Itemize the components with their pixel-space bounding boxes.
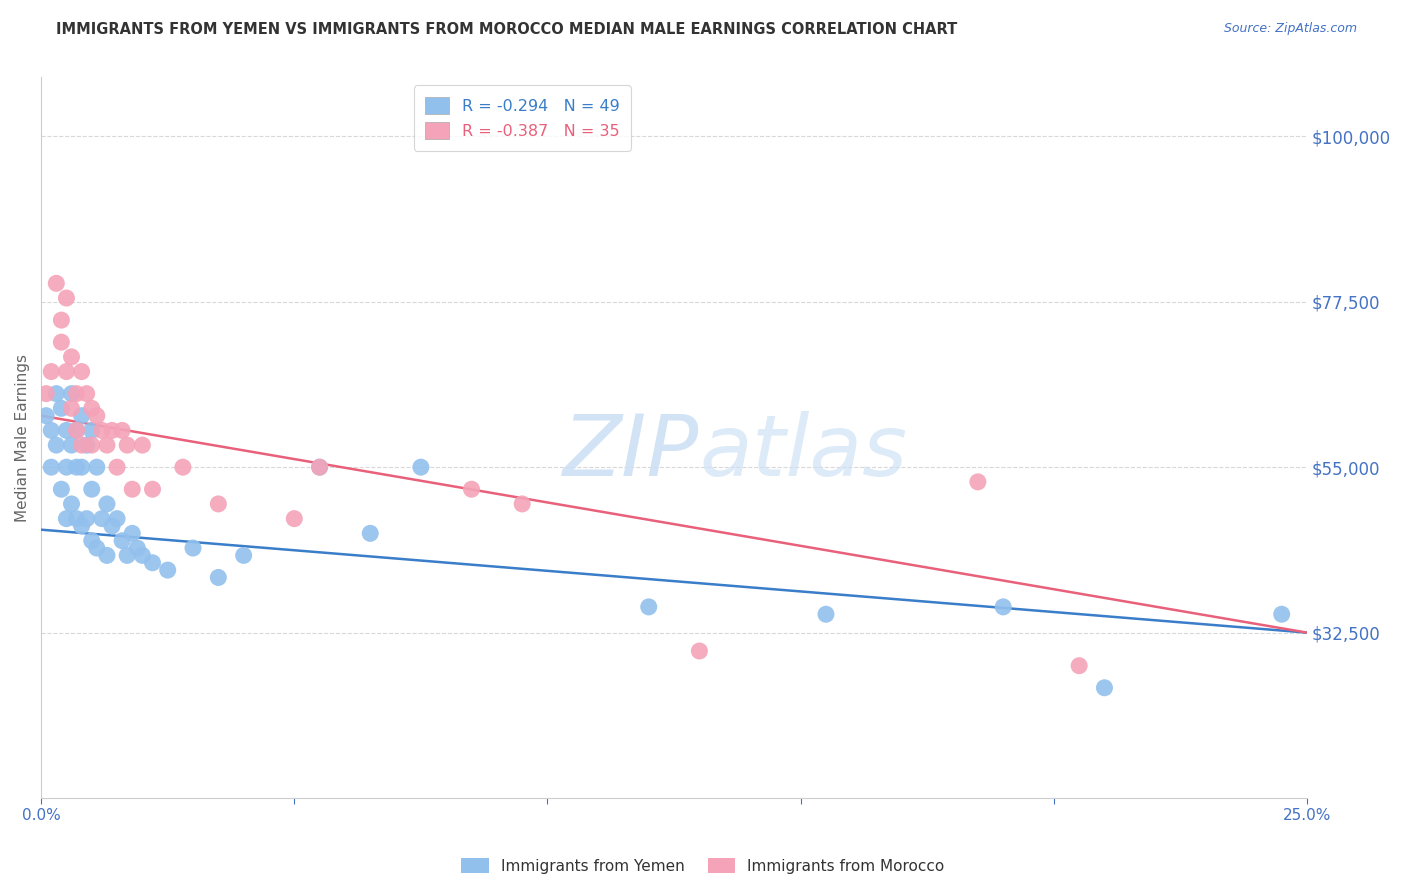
Point	[86, 541, 108, 555]
Point	[80, 482, 103, 496]
Point	[70, 438, 93, 452]
Point	[65, 386, 87, 401]
Point	[1094, 681, 1116, 695]
Point	[993, 599, 1015, 614]
Point	[131, 438, 153, 452]
Point	[967, 475, 990, 489]
Point	[1069, 658, 1091, 673]
Point	[814, 607, 837, 622]
Point	[70, 409, 93, 423]
Point	[181, 541, 204, 555]
Point	[80, 401, 103, 416]
Point	[101, 519, 124, 533]
Point	[45, 438, 67, 452]
Point	[51, 401, 73, 416]
Point	[460, 482, 482, 496]
Point	[80, 438, 103, 452]
Point	[65, 511, 87, 525]
Point	[80, 424, 103, 438]
Point	[141, 556, 163, 570]
Point	[76, 438, 98, 452]
Point	[510, 497, 533, 511]
Point	[283, 511, 305, 525]
Point	[111, 424, 134, 438]
Point	[65, 460, 87, 475]
Point	[121, 526, 143, 541]
Y-axis label: Median Male Earnings: Median Male Earnings	[15, 354, 30, 522]
Point	[55, 460, 77, 475]
Point	[76, 511, 98, 525]
Point	[51, 313, 73, 327]
Point	[80, 533, 103, 548]
Point	[35, 409, 58, 423]
Point	[101, 424, 124, 438]
Text: Source: ZipAtlas.com: Source: ZipAtlas.com	[1223, 22, 1357, 36]
Point	[55, 511, 77, 525]
Point	[39, 365, 62, 379]
Point	[359, 526, 381, 541]
Point	[172, 460, 194, 475]
Point	[60, 386, 83, 401]
Point	[55, 291, 77, 305]
Point	[70, 519, 93, 533]
Point	[121, 482, 143, 496]
Point	[55, 424, 77, 438]
Point	[96, 497, 118, 511]
Point	[90, 424, 112, 438]
Point	[39, 424, 62, 438]
Point	[90, 511, 112, 525]
Text: ZIP: ZIP	[564, 410, 699, 493]
Point	[1271, 607, 1294, 622]
Point	[70, 365, 93, 379]
Point	[637, 599, 659, 614]
Text: IMMIGRANTS FROM YEMEN VS IMMIGRANTS FROM MOROCCO MEDIAN MALE EARNINGS CORRELATIO: IMMIGRANTS FROM YEMEN VS IMMIGRANTS FROM…	[56, 22, 957, 37]
Point	[127, 541, 149, 555]
Legend: R = -0.294   N = 49, R = -0.387   N = 35: R = -0.294 N = 49, R = -0.387 N = 35	[413, 86, 630, 151]
Point	[207, 570, 229, 584]
Point	[55, 365, 77, 379]
Point	[115, 549, 138, 563]
Point	[115, 438, 138, 452]
Point	[35, 386, 58, 401]
Point	[86, 409, 108, 423]
Point	[60, 438, 83, 452]
Point	[65, 424, 87, 438]
Text: atlas: atlas	[699, 410, 907, 493]
Point	[232, 549, 254, 563]
Legend: Immigrants from Yemen, Immigrants from Morocco: Immigrants from Yemen, Immigrants from M…	[456, 852, 950, 880]
Point	[131, 549, 153, 563]
Point	[105, 511, 128, 525]
Point	[688, 644, 710, 658]
Point	[45, 386, 67, 401]
Point	[51, 335, 73, 350]
Point	[111, 533, 134, 548]
Point	[65, 424, 87, 438]
Point	[39, 460, 62, 475]
Point	[141, 482, 163, 496]
Point	[60, 401, 83, 416]
Point	[409, 460, 432, 475]
Point	[207, 497, 229, 511]
Point	[96, 549, 118, 563]
Point	[156, 563, 179, 577]
Point	[308, 460, 330, 475]
Point	[86, 460, 108, 475]
Point	[308, 460, 330, 475]
Point	[45, 277, 67, 291]
Point	[60, 350, 83, 364]
Point	[105, 460, 128, 475]
Point	[70, 460, 93, 475]
Point	[51, 482, 73, 496]
Point	[60, 497, 83, 511]
Point	[76, 386, 98, 401]
Point	[96, 438, 118, 452]
